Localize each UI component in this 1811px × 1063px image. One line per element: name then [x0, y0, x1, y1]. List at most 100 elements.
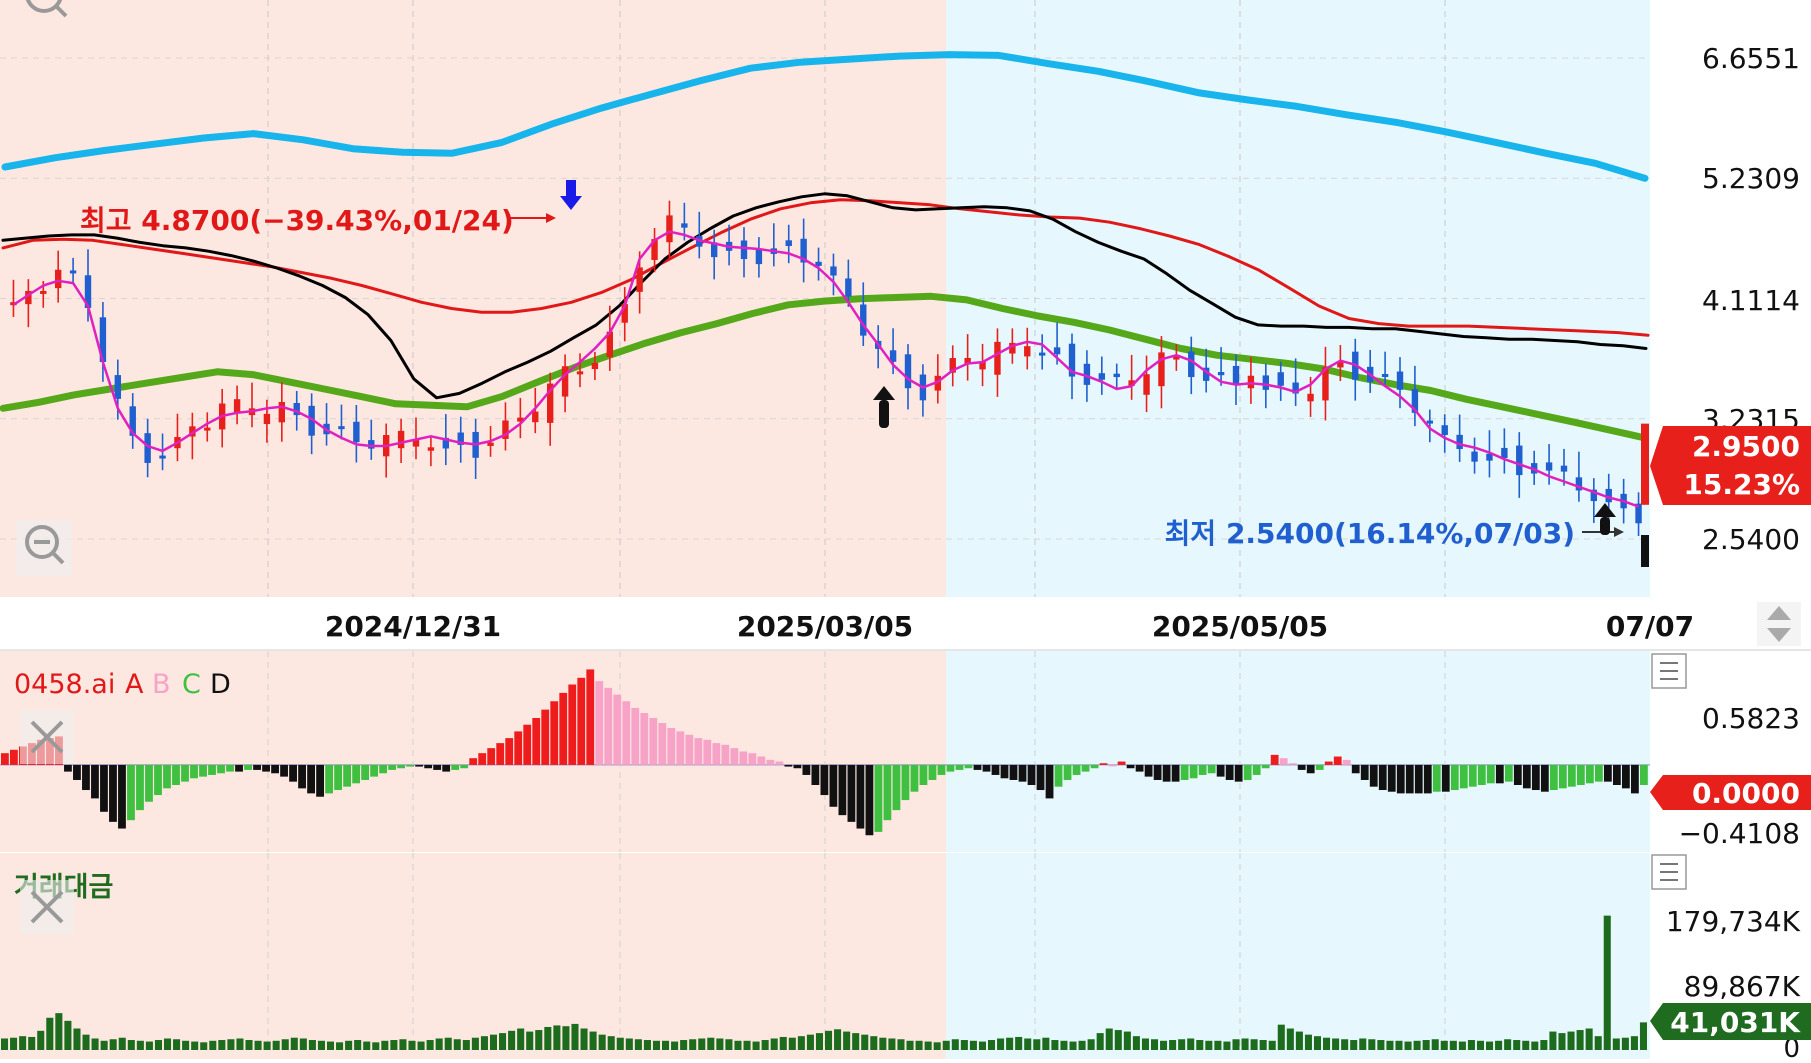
oscillator-bar — [1000, 764, 1009, 779]
oscillator-bar — [406, 764, 415, 767]
oscillator-bar — [334, 764, 343, 791]
oscillator-bar — [1117, 761, 1126, 765]
volume-bar — [997, 1038, 1005, 1050]
oscillator-bar — [1189, 764, 1198, 779]
volume-bar — [453, 1039, 461, 1050]
oscillator-bar — [1009, 764, 1018, 780]
oscillator-bar — [1099, 763, 1108, 765]
oscillator-bar — [1207, 764, 1216, 774]
volume-menu-icon[interactable] — [1651, 854, 1687, 890]
volume-bar — [1205, 1040, 1213, 1050]
volume-bar — [1150, 1039, 1159, 1050]
oscillator-bar — [874, 764, 883, 832]
volume-bar — [1132, 1036, 1140, 1050]
oscillator-bar — [208, 764, 216, 775]
oscillator-bar — [1216, 764, 1225, 777]
osc-layer — [1, 669, 1648, 836]
price-candle — [1635, 492, 1642, 537]
oscillator-bar — [1279, 758, 1288, 765]
oscillator-bar — [766, 759, 775, 765]
volume-bar — [1087, 1039, 1095, 1050]
oscillator-bar — [757, 756, 766, 765]
volume-bar — [1286, 1028, 1294, 1050]
price-candle — [755, 237, 763, 278]
volume-bar — [1196, 1040, 1204, 1050]
oscillator-bar — [838, 764, 847, 816]
volume-bar — [1277, 1024, 1285, 1050]
volume-bar — [173, 1039, 181, 1050]
volume-bar — [236, 1038, 244, 1050]
x-tick-2025-03-05: 2025/03/05 — [737, 610, 913, 643]
price-candle — [994, 328, 1001, 397]
oscillator-bar — [964, 764, 973, 769]
volume-bar — [517, 1028, 525, 1050]
volume-bar — [281, 1039, 289, 1050]
volume-bar — [317, 1040, 325, 1050]
oscillator-bar — [1522, 764, 1531, 789]
oscillator-bar — [469, 758, 478, 765]
volume-bar — [345, 1040, 353, 1050]
volume-bar — [1404, 1041, 1412, 1050]
oscillator-bar — [316, 764, 324, 797]
volume-bar — [1368, 1039, 1376, 1050]
price-candle — [830, 253, 837, 296]
price-candle — [1292, 358, 1299, 406]
oscillator-bar — [1045, 764, 1054, 799]
oscillator-bar — [1459, 764, 1468, 789]
osc-menu-icon[interactable] — [1651, 653, 1687, 689]
oscillator-bar — [1360, 764, 1369, 780]
oscillator-bar — [973, 764, 982, 770]
price-candle — [233, 385, 241, 425]
oscillator-bar — [721, 744, 730, 765]
oscillator-bar — [1252, 764, 1261, 775]
oscillator-bar — [1270, 754, 1279, 765]
volume-bar — [680, 1040, 688, 1050]
volume-bar — [372, 1042, 380, 1050]
price-candle — [666, 200, 673, 259]
oscillator-bar — [775, 761, 784, 765]
volume-bar — [290, 1037, 298, 1050]
volume-close-icon[interactable] — [20, 880, 74, 934]
volume-bar — [182, 1040, 190, 1050]
oscillator-bar — [1018, 764, 1027, 782]
volume-bar — [145, 1041, 153, 1050]
oscillator-bar — [748, 753, 757, 765]
oscillator-bar — [379, 764, 388, 774]
oscillator-bar — [1351, 764, 1360, 774]
volume-bar — [960, 1040, 968, 1050]
price-candle — [1471, 437, 1478, 474]
volume-bar — [10, 1037, 18, 1050]
oscillator-bar — [865, 764, 874, 836]
scroll-arrows-icon[interactable] — [1757, 602, 1801, 646]
volume-bar — [544, 1026, 552, 1050]
y-tick-price-6.6551: 6.6551 — [1702, 42, 1800, 75]
price-candle — [338, 404, 345, 440]
volume-bar — [1042, 1037, 1050, 1050]
oscillator-bar — [397, 764, 406, 769]
oscillator-bar — [226, 764, 234, 772]
volume-bar — [1531, 1041, 1539, 1050]
volume-bar — [55, 1013, 63, 1050]
oscillator-bar — [856, 764, 865, 829]
zoom-out-icon[interactable] — [16, 520, 72, 576]
price-candle — [800, 218, 807, 283]
oscillator-bar — [298, 764, 306, 789]
oscillator-bar — [361, 764, 370, 780]
price-candle — [979, 343, 986, 387]
volume-bar — [562, 1026, 570, 1050]
volume-bar — [1594, 1036, 1602, 1050]
volume-bar — [426, 1040, 434, 1050]
oscillator-bar — [307, 764, 315, 794]
volume-bar — [662, 1040, 670, 1050]
y-tick-price-5.2309: 5.2309 — [1702, 162, 1800, 195]
oscillator-bar — [892, 764, 901, 811]
zoom-in-icon[interactable] — [25, 0, 68, 18]
oscillator-bar — [1531, 764, 1540, 791]
volume-bar — [770, 1038, 778, 1050]
oscillator-bar — [1225, 764, 1234, 780]
price-candle — [1217, 347, 1225, 386]
volume-bar — [1621, 1037, 1629, 1050]
oscillator-bar — [1153, 764, 1162, 780]
osc-close-icon[interactable] — [20, 710, 74, 764]
